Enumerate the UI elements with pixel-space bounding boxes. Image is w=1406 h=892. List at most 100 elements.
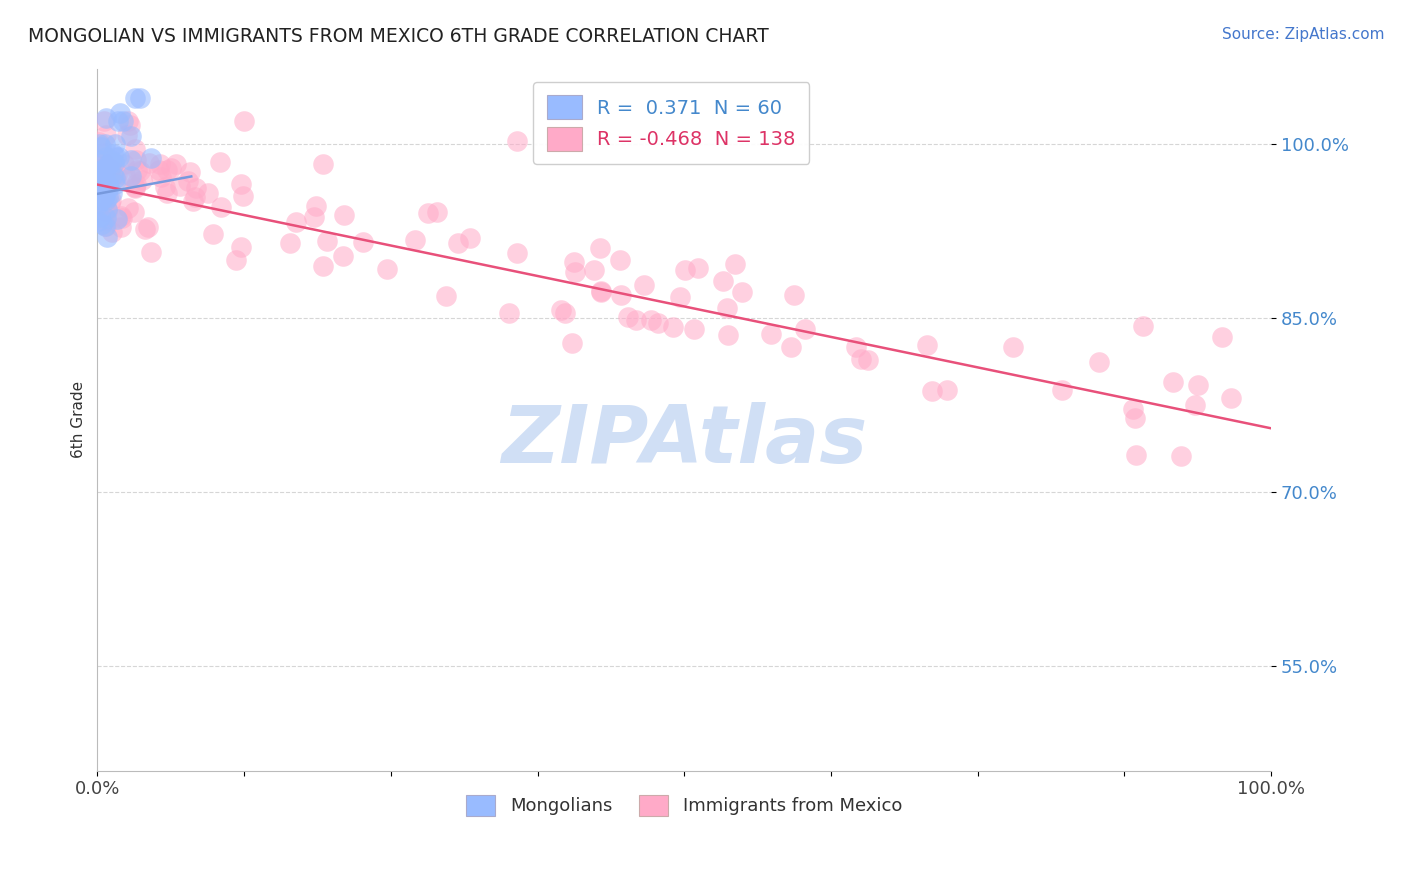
Point bbox=[633, 278, 655, 293]
Point bbox=[120, 169, 142, 184]
Point bbox=[181, 194, 204, 208]
Point bbox=[711, 274, 734, 288]
Point bbox=[87, 153, 110, 167]
Point bbox=[1211, 330, 1233, 344]
Point bbox=[229, 240, 252, 254]
Point bbox=[564, 265, 586, 279]
Point bbox=[90, 147, 112, 161]
Point bbox=[626, 312, 648, 326]
Point bbox=[1125, 410, 1147, 425]
Point bbox=[94, 158, 117, 172]
Point bbox=[89, 178, 111, 193]
Point bbox=[305, 199, 328, 213]
Point bbox=[416, 206, 439, 220]
Point bbox=[915, 338, 938, 352]
Point bbox=[107, 150, 129, 164]
Point bbox=[105, 173, 128, 187]
Point bbox=[688, 261, 710, 276]
Point bbox=[89, 210, 111, 224]
Point bbox=[139, 151, 162, 165]
Point bbox=[93, 188, 115, 202]
Point bbox=[610, 288, 633, 302]
Point bbox=[1125, 448, 1147, 462]
Point bbox=[1161, 375, 1184, 389]
Point bbox=[165, 157, 187, 171]
Point bbox=[87, 137, 110, 152]
Point bbox=[375, 262, 398, 277]
Point bbox=[304, 210, 326, 224]
Point bbox=[1170, 449, 1192, 463]
Point bbox=[434, 289, 457, 303]
Point bbox=[201, 227, 224, 242]
Point bbox=[90, 193, 112, 207]
Point bbox=[101, 147, 124, 161]
Point bbox=[155, 179, 177, 194]
Point bbox=[94, 166, 117, 180]
Point bbox=[404, 233, 426, 247]
Point bbox=[136, 220, 159, 235]
Point bbox=[1001, 340, 1024, 354]
Point bbox=[87, 135, 110, 149]
Point bbox=[93, 181, 115, 195]
Point bbox=[124, 180, 146, 194]
Point bbox=[589, 284, 612, 298]
Point bbox=[94, 211, 117, 225]
Point bbox=[96, 150, 118, 164]
Point bbox=[111, 113, 134, 128]
Point bbox=[724, 257, 747, 271]
Point bbox=[91, 156, 114, 170]
Point bbox=[93, 189, 115, 203]
Point bbox=[104, 177, 127, 191]
Point bbox=[225, 252, 247, 267]
Point bbox=[90, 194, 112, 208]
Point bbox=[110, 106, 132, 120]
Point bbox=[112, 157, 135, 171]
Point bbox=[128, 90, 150, 104]
Point bbox=[97, 159, 120, 173]
Point bbox=[284, 215, 307, 229]
Point bbox=[124, 180, 146, 194]
Point bbox=[141, 245, 163, 260]
Point bbox=[731, 285, 754, 299]
Point bbox=[89, 165, 111, 179]
Point bbox=[124, 142, 146, 156]
Point bbox=[103, 169, 125, 183]
Point bbox=[96, 203, 118, 218]
Point bbox=[98, 196, 121, 211]
Point bbox=[111, 211, 134, 226]
Point bbox=[231, 178, 253, 192]
Point bbox=[117, 113, 139, 128]
Point bbox=[107, 114, 129, 128]
Point bbox=[118, 118, 141, 132]
Point bbox=[120, 129, 142, 144]
Point bbox=[94, 188, 117, 202]
Point bbox=[87, 185, 110, 199]
Point bbox=[426, 205, 449, 219]
Point bbox=[156, 186, 179, 200]
Y-axis label: 6th Grade: 6th Grade bbox=[72, 381, 86, 458]
Point bbox=[149, 157, 172, 171]
Point bbox=[591, 285, 613, 299]
Point bbox=[177, 174, 200, 188]
Point bbox=[125, 153, 148, 168]
Point bbox=[716, 301, 738, 315]
Point bbox=[673, 263, 696, 277]
Point bbox=[138, 155, 160, 169]
Point bbox=[96, 203, 118, 218]
Point bbox=[105, 211, 128, 226]
Point bbox=[208, 154, 231, 169]
Point bbox=[117, 201, 139, 215]
Text: ZIPAtlas: ZIPAtlas bbox=[501, 401, 868, 480]
Point bbox=[148, 163, 170, 178]
Point bbox=[717, 327, 740, 342]
Point bbox=[184, 190, 207, 204]
Point bbox=[845, 339, 868, 353]
Point bbox=[661, 320, 683, 334]
Point bbox=[156, 163, 179, 178]
Point bbox=[683, 322, 706, 336]
Point bbox=[91, 217, 114, 231]
Point bbox=[550, 302, 572, 317]
Point bbox=[96, 193, 118, 207]
Point bbox=[87, 213, 110, 227]
Point bbox=[94, 111, 117, 125]
